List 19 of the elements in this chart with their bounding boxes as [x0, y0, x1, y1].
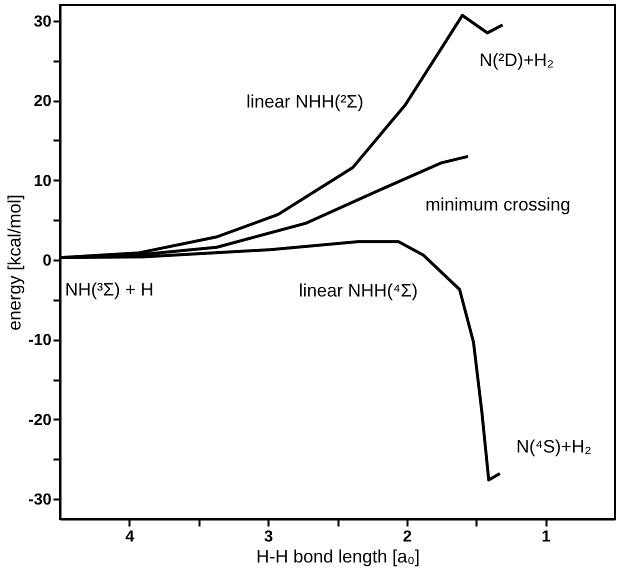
- x-tick-label: 3: [264, 528, 274, 546]
- y-tick-label: 10: [34, 172, 52, 190]
- x-tick-label: 4: [125, 528, 134, 546]
- series-label: minimum crossing: [425, 194, 570, 214]
- y-tick-label: -20: [28, 412, 52, 429]
- y-axis-title: energy [kcal/mol]: [4, 194, 24, 331]
- y-tick-label: 20: [34, 93, 52, 110]
- y-tick-label: -30: [28, 492, 52, 509]
- annotation: N(²D)+H₂: [479, 50, 554, 70]
- annotation: N(⁴S)+H₂: [516, 436, 592, 457]
- x-axis-title: H-H bond length [a₀]: [256, 546, 420, 566]
- x-tick-label: 2: [402, 528, 412, 546]
- x-tick-label: 1: [542, 528, 551, 546]
- series-label: linear NHH(²Σ): [246, 92, 364, 112]
- series-label: linear NHH(⁴Σ): [298, 280, 418, 301]
- annotation: NH(³Σ) + H: [65, 280, 154, 300]
- y-tick-label: 0: [42, 252, 52, 270]
- y-tick-label: -10: [28, 332, 52, 350]
- y-tick-label: 30: [34, 13, 52, 30]
